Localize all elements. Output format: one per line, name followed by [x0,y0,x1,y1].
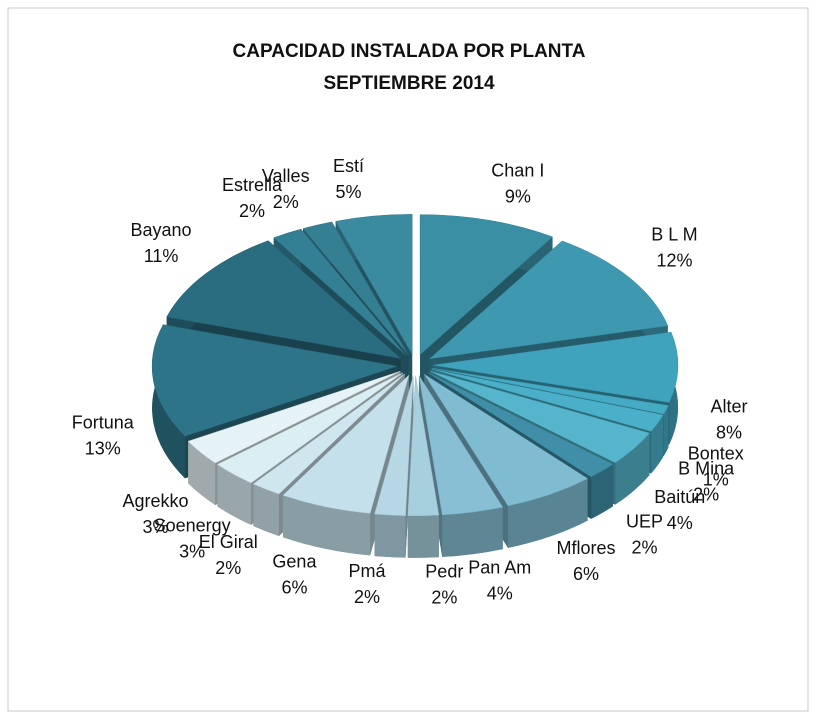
slice-top [166,240,402,359]
slice-label: B Mina [678,459,735,479]
chart-subtitle: SEPTIEMBRE 2014 [323,73,494,94]
slice-value-label: 2% [215,558,241,578]
slice-value-label: 3% [143,517,169,537]
slice-label: Fortuna [72,412,135,432]
slice-top [282,374,410,514]
slice-top [187,371,401,464]
slice-value-label: 9% [505,187,531,207]
slice-wall [253,483,279,537]
slice-label: Agrekko [122,491,188,511]
slice-label: Chan I [491,161,544,181]
slice-wall [442,507,503,557]
slice-label: Pedr [425,562,463,582]
slice-top [335,214,413,356]
slice-label: Bayano [131,220,192,240]
slice-label: Pan Am [468,558,531,578]
slice [407,375,440,558]
slice-value-label: 1% [703,470,729,490]
chart-title: CAPACIDAD INSTALADA POR PLANTA [233,41,586,62]
slice-value-label: 12% [656,250,692,270]
slice-wall [591,464,613,519]
slice-wall [615,433,650,505]
slice-top [429,370,650,463]
slice-label: Gena [272,552,317,572]
slice-value-label: 3% [179,541,205,561]
slice-value-label: 2% [239,201,265,221]
slice-label: UEP [626,512,663,532]
slice-label: Mflores [557,538,616,558]
slice-value-label: 2% [693,485,719,505]
slice-value-label: 4% [667,513,693,533]
slice-top [432,331,679,403]
slice-top [407,375,440,517]
slice-top [216,372,403,484]
slice-wall [663,405,669,456]
slice-label: Pmá [349,561,387,581]
slice-label: Soenergy [154,515,231,535]
slice-top [427,372,614,478]
slice-value-label: 5% [336,182,362,202]
slice-top [428,240,669,360]
slice-top [432,367,669,415]
slice-label: B L M [651,224,697,244]
slice-label: El Giral [199,532,258,552]
slice-value-label: 2% [273,192,299,212]
slice-label: Estí [333,156,364,176]
slice-wall [407,515,439,558]
slice-top [418,375,504,516]
slice-label: Baitún [654,487,705,507]
slice-top [273,228,407,356]
slice [374,375,414,558]
slice-value-label: 2% [354,587,380,607]
slice-label: Estrella [222,175,283,195]
slice-value-label: 6% [573,564,599,584]
slice-value-label: 6% [281,578,307,598]
slice-value-label: 8% [716,422,742,442]
slice-label: Alter [710,396,747,416]
slice [418,375,504,557]
slice-wall [374,513,406,558]
slice-top [302,221,409,356]
slice-top [424,374,589,507]
slice-value-label: 11% [144,246,179,266]
slice-wall [508,478,588,548]
slice-value-label: 13% [85,438,121,458]
slice-wall [282,495,371,556]
slice-value-label: 2% [632,538,658,558]
slice-top [151,324,398,437]
slice-top [431,368,664,432]
slice-top [252,373,405,495]
slice-value-label: 4% [487,584,513,604]
slice-wall [651,414,664,474]
slice-wall [188,441,216,505]
slice-top [374,375,414,516]
slice-label: Bontex [688,444,744,464]
slice-label: Valles [262,166,310,186]
slice-value-label: 2% [431,588,457,608]
slice-wall [217,464,252,525]
slice-top [419,214,554,356]
